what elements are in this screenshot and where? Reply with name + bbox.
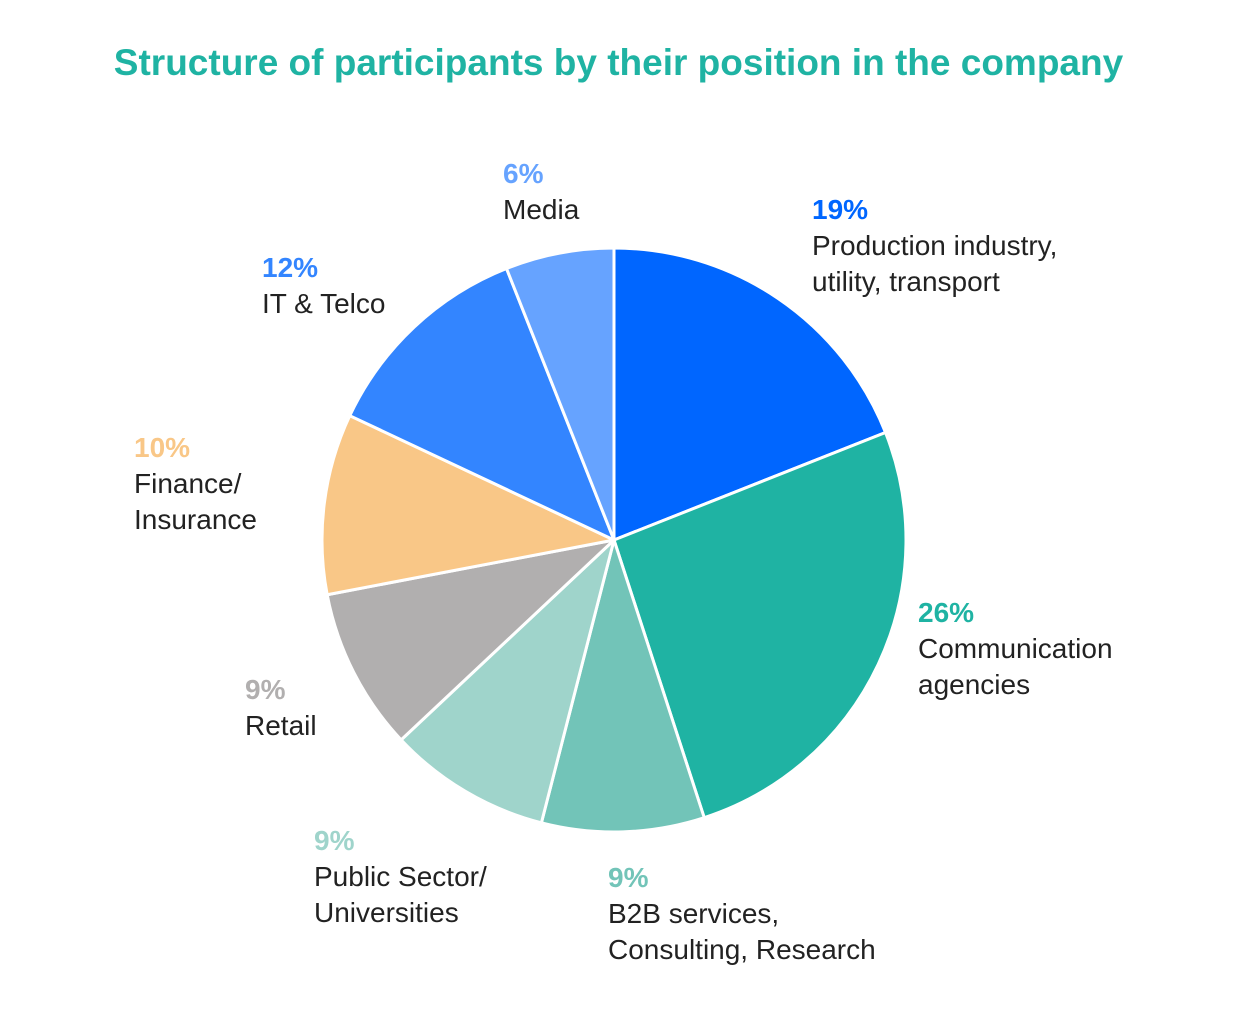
slice-label-media: 6% Media <box>503 156 579 228</box>
slice-label-it-telco: 12% IT & Telco <box>262 250 385 322</box>
slice-name-production: Production industry, utility, transport <box>812 230 1058 297</box>
pie-slice-production <box>612 246 887 542</box>
slice-name-retail: Retail <box>245 710 317 741</box>
slice-name-it-telco: IT & Telco <box>262 288 386 319</box>
pie-slice-finance <box>320 414 616 597</box>
slice-label-finance: 10% Finance/ Insurance <box>134 430 257 538</box>
chart-title: Structure of participants by their posit… <box>113 42 1124 83</box>
slice-percent-public-sector: 9% <box>314 825 355 856</box>
slice-label-communication: 26% Communication agencies <box>918 595 1113 703</box>
slice-name-b2b: B2B services, Consulting, Research <box>608 898 876 965</box>
slice-label-retail: 9% Retail <box>245 672 317 744</box>
slice-percent-communication: 26% <box>918 597 975 628</box>
slice-label-public-sector: 9% Public Sector/ Universities <box>314 823 487 931</box>
pie-slice-retail <box>325 538 616 742</box>
slice-percent-media: 6% <box>503 158 544 189</box>
slice-name-media: Media <box>503 194 580 225</box>
pie-slice-communication <box>612 431 908 820</box>
slice-label-b2b: 9% B2B services, Consulting, Research <box>608 860 876 968</box>
pie-slice-it-telco <box>348 267 616 542</box>
slice-percent-retail: 9% <box>245 674 286 705</box>
slice-percent-finance: 10% <box>134 432 191 463</box>
slice-percent-it-telco: 12% <box>262 252 319 283</box>
slice-name-public-sector: Public Sector/ Universities <box>314 861 487 928</box>
pie-slice-b2b <box>539 538 706 834</box>
slice-percent-b2b: 9% <box>608 862 649 893</box>
pie-slice-public-sector <box>399 538 616 825</box>
slice-name-finance: Finance/ Insurance <box>134 468 257 535</box>
slice-name-communication: Communication agencies <box>918 633 1113 700</box>
slice-percent-production: 19% <box>812 194 869 225</box>
pie-slice-media <box>505 246 616 542</box>
slice-label-production: 19% Production industry, utility, transp… <box>812 192 1057 300</box>
